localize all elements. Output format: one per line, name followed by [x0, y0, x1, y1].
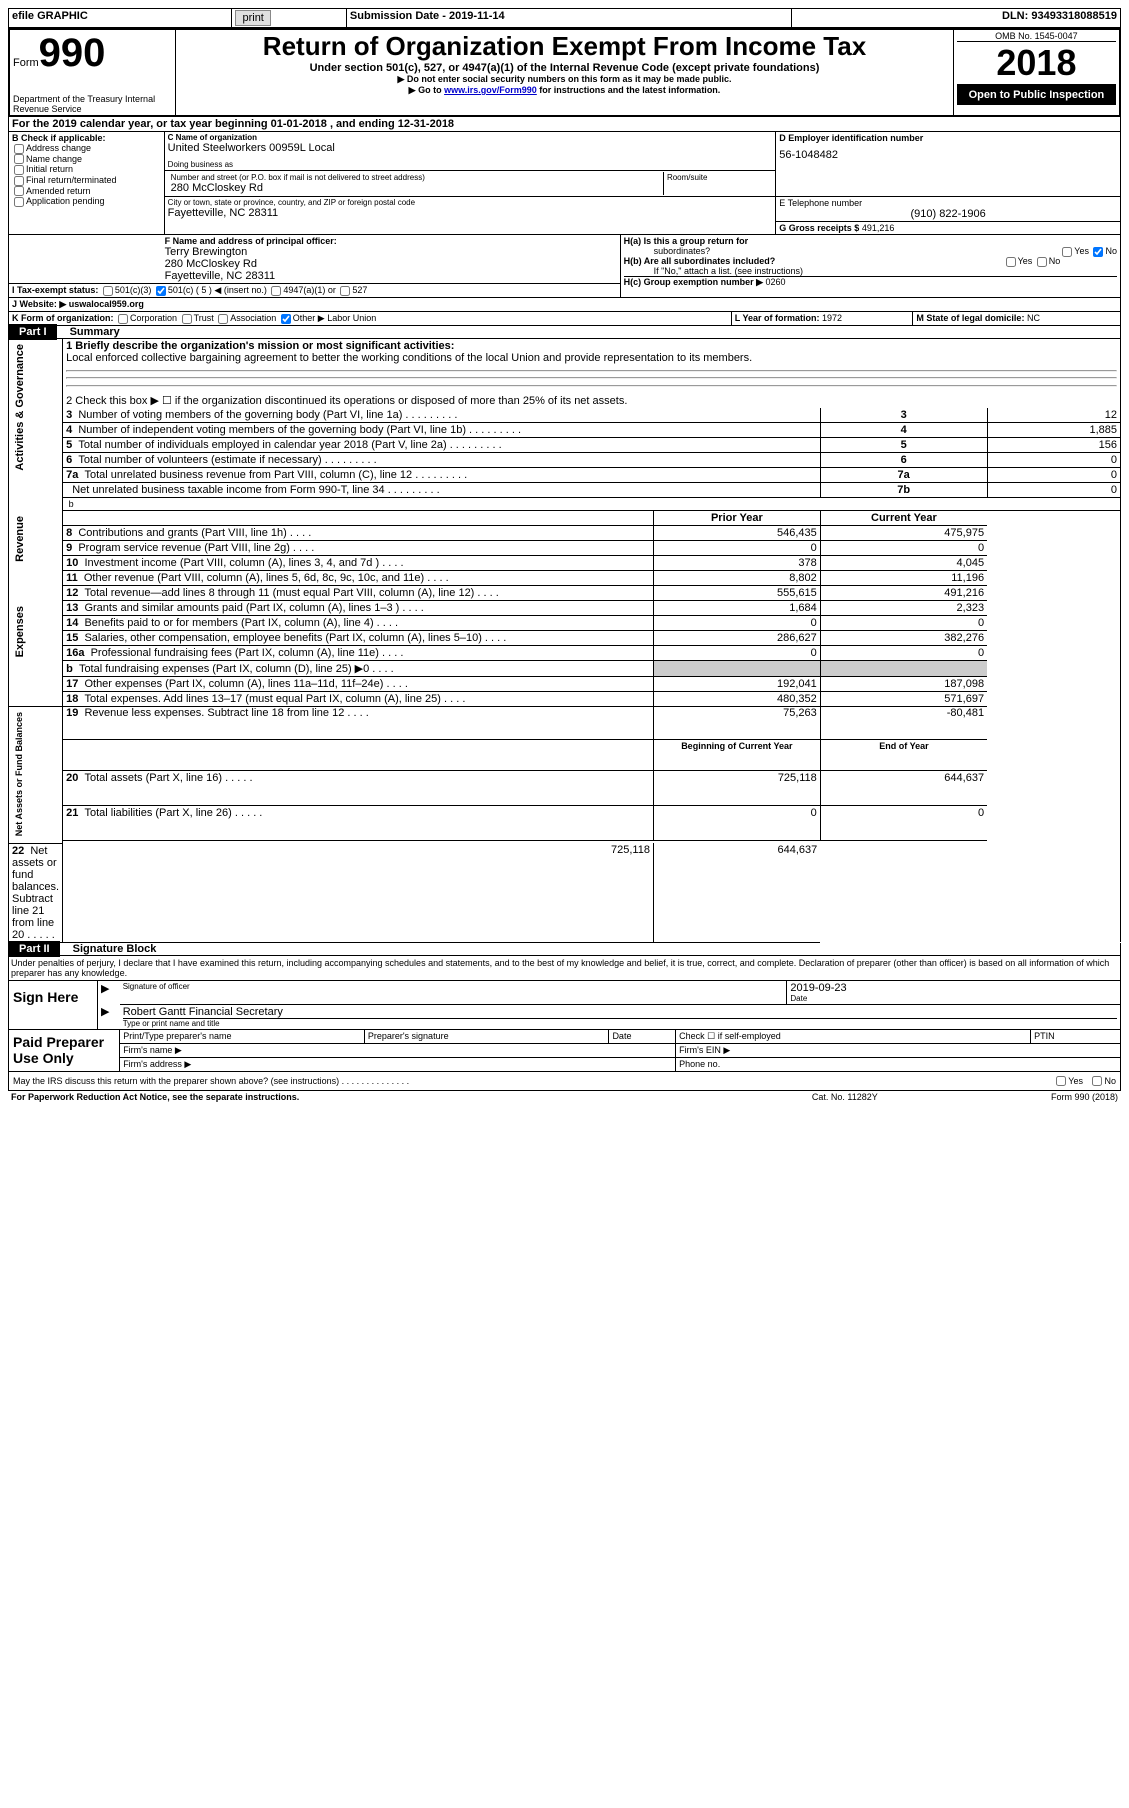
irs-link[interactable]: www.irs.gov/Form990: [444, 85, 537, 95]
sig-date: 2019-09-23: [790, 982, 1117, 994]
name-change-check[interactable]: [14, 154, 24, 164]
city: Fayetteville, NC 28311: [168, 207, 773, 219]
trust-check[interactable]: [182, 314, 192, 324]
paid-prep-label: Paid Preparer Use Only: [9, 1030, 120, 1072]
form-label: Form: [13, 57, 39, 69]
form-title: Return of Organization Exempt From Incom…: [179, 31, 950, 62]
dln-label: DLN:: [1002, 10, 1031, 22]
street: 280 McCloskey Rd: [171, 182, 660, 194]
ein-label: D Employer identification number: [779, 133, 1117, 143]
ein: 56-1048482: [779, 149, 1117, 161]
form-header: Form990 Department of the Treasury Inter…: [8, 28, 1121, 117]
initial-return-check[interactable]: [14, 165, 24, 175]
side-rev: Revenue: [12, 512, 28, 566]
sub-date: 2019-11-14: [449, 10, 505, 22]
top-bar: efile GRAPHIC print Submission Date - 20…: [8, 8, 1121, 28]
corp-check[interactable]: [118, 314, 128, 324]
discuss-no[interactable]: [1092, 1076, 1102, 1086]
paid-preparer-block: Paid Preparer Use Only Print/Type prepar…: [8, 1030, 1121, 1072]
group-exemption: 0260: [766, 277, 786, 287]
tax-year: 2018: [957, 42, 1116, 85]
website: uswalocal959.org: [69, 299, 144, 309]
side-exp: Expenses: [12, 602, 28, 661]
officer-label: F Name and address of principal officer:: [165, 236, 617, 246]
subtitle-1: Under section 501(c), 527, or 4947(a)(1)…: [179, 62, 950, 74]
other-val: Labor Union: [327, 313, 376, 323]
name-label: C Name of organization: [168, 133, 773, 142]
city-label: City or town, state or province, country…: [168, 198, 773, 207]
domicile: NC: [1027, 313, 1040, 323]
part-i-label: Part I: [9, 324, 57, 340]
officer-name: Terry Brewington: [165, 246, 617, 258]
ha-no[interactable]: [1093, 247, 1103, 257]
open-inspection: Open to Public Inspection: [957, 85, 1116, 105]
officer-addr1: 280 McCloskey Rd: [165, 258, 617, 270]
jurat: Under penalties of perjury, I declare th…: [8, 956, 1121, 981]
app-pending-check[interactable]: [14, 197, 24, 207]
officer-print: Robert Gantt Financial Secretary: [123, 1006, 1117, 1019]
dept: Department of the Treasury Internal Reve…: [13, 94, 172, 114]
527-check[interactable]: [340, 286, 350, 296]
501c3-check[interactable]: [103, 286, 113, 296]
phone-label: E Telephone number: [779, 198, 1117, 208]
footer: For Paperwork Reduction Act Notice, see …: [8, 1091, 1121, 1103]
row-a: For the 2019 calendar year, or tax year …: [8, 117, 1121, 132]
omb: OMB No. 1545-0047: [957, 31, 1116, 42]
part-i-header: Part I Summary: [8, 326, 1121, 338]
room-label: Room/suite: [663, 172, 772, 195]
line-2: 2 Check this box ▶ ☐ if the organization…: [63, 393, 1121, 408]
part-ii-header: Part II Signature Block: [8, 943, 1121, 956]
dba-label: Doing business as: [168, 160, 773, 169]
efile-label: efile GRAPHIC: [9, 9, 232, 28]
part-ii-label: Part II: [9, 941, 60, 957]
year-formed: 1972: [822, 313, 842, 323]
summary-table: Activities & Governance 1 Briefly descri…: [8, 338, 1121, 943]
print-button[interactable]: print: [235, 10, 270, 26]
hb-no[interactable]: [1037, 257, 1047, 267]
discuss-row: May the IRS discuss this return with the…: [8, 1072, 1121, 1091]
sign-here-label: Sign Here: [9, 981, 98, 1030]
prior-year-header: Prior Year: [653, 511, 820, 526]
mission-q: 1 Briefly describe the organization's mi…: [66, 340, 1117, 352]
form-number: 990: [39, 31, 106, 75]
dln: 93493318088519: [1031, 10, 1117, 22]
discuss-yes[interactable]: [1056, 1076, 1066, 1086]
side-net: Net Assets or Fund Balances: [12, 708, 26, 840]
sign-here-block: Sign Here ▶ Signature of officer 2019-09…: [8, 981, 1121, 1030]
officer-block: F Name and address of principal officer:…: [8, 235, 1121, 298]
4947-check[interactable]: [271, 286, 281, 296]
phone: (910) 822-1906: [779, 208, 1117, 220]
501c-check[interactable]: [156, 286, 166, 296]
jklm-block: J Website: ▶ uswalocal959.org K Form of …: [8, 298, 1121, 326]
amended-check[interactable]: [14, 186, 24, 196]
other-check[interactable]: [281, 314, 291, 324]
mission-text: Local enforced collective bargaining agr…: [66, 352, 1117, 364]
current-year-header: Current Year: [820, 511, 987, 526]
bcy-header: Beginning of Current Year: [653, 740, 820, 770]
ha-yes[interactable]: [1062, 247, 1072, 257]
eoy-header: End of Year: [820, 740, 987, 770]
addr-label: Number and street (or P.O. box if mail i…: [171, 173, 660, 182]
sub-date-label: Submission Date -: [350, 10, 449, 22]
gross-receipts: 491,216: [862, 223, 895, 233]
subtitle-2: ▶ Do not enter social security numbers o…: [179, 74, 950, 85]
identity-block: B Check if applicable: Address change Na…: [8, 132, 1121, 235]
assoc-check[interactable]: [218, 314, 228, 324]
side-ag: Activities & Governance: [12, 340, 28, 475]
org-name: United Steelworkers 00959L Local: [168, 142, 773, 154]
hb-yes[interactable]: [1006, 257, 1016, 267]
box-b-label: B Check if applicable:: [12, 133, 161, 143]
officer-addr2: Fayetteville, NC 28311: [165, 270, 617, 282]
final-return-check[interactable]: [14, 176, 24, 186]
addr-change-check[interactable]: [14, 144, 24, 154]
